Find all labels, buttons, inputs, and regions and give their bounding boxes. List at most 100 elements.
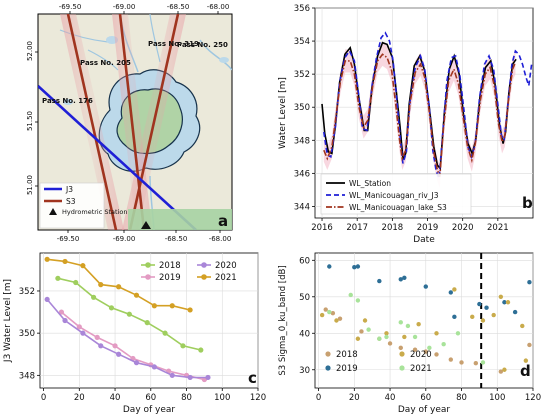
data-point-2020 [319, 312, 325, 318]
map-left-tick-label: 51.00 [26, 175, 34, 195]
panel-b-series [321, 31, 533, 189]
river [199, 39, 232, 71]
map-bottom-tick-label: -68.00 [209, 235, 232, 243]
data-point-2020 [62, 317, 68, 324]
panel-a-map: Pass No. 319 Pass No. 250 Pass No. 205 P… [26, 3, 233, 243]
s3-uncertainty-band [323, 42, 516, 189]
data-point-2019 [352, 265, 357, 270]
s3-track-250 [128, 14, 180, 230]
data-point-2021 [480, 360, 486, 365]
y-tick-label: 50 [299, 293, 310, 303]
data-point-2020 [480, 318, 486, 323]
legend-box [320, 173, 472, 215]
data-point-2018 [448, 357, 454, 362]
data-point-2021 [441, 342, 446, 347]
data-point-2018 [527, 342, 532, 348]
legend-label-station: Hydrometric Station [62, 208, 127, 216]
data-point-2019 [402, 275, 407, 281]
y-tick-label: 354 [294, 37, 310, 47]
data-point-2018 [330, 311, 336, 316]
data-point-2019 [377, 278, 382, 284]
data-point-2020 [151, 364, 157, 370]
data-point-2020 [498, 294, 504, 299]
panel-d-series [319, 264, 532, 374]
y-tick-label: 352 [294, 70, 310, 80]
data-point-2020 [355, 336, 361, 341]
x-tick-label: 40 [110, 393, 121, 403]
data-point-2018 [387, 341, 393, 346]
data-point-2018 [144, 320, 150, 326]
data-point-2020 [523, 358, 529, 363]
data-point-2018 [359, 329, 364, 334]
data-point-2019 [327, 264, 332, 269]
y-tick-label: 356 [294, 4, 310, 14]
green-area [128, 209, 232, 230]
legend-marker [399, 351, 405, 357]
panel-d-ylabel: S3 Sigma_0_ku_band [dB] [278, 265, 288, 375]
data-point-2021 [98, 282, 104, 288]
data-point-2021 [133, 292, 140, 298]
data-point-2020 [169, 372, 175, 378]
panel-c-series [44, 256, 211, 383]
y-tick-label: 30 [299, 366, 310, 376]
data-point-2019 [58, 309, 65, 315]
data-point-2019 [398, 277, 403, 282]
data-point-2018 [459, 360, 464, 365]
x-tick-label: 60 [420, 393, 431, 403]
pass-label-205: Pass No. 205 [80, 59, 131, 67]
series-line-WL_Manicouagan_lake_S3 [323, 53, 517, 177]
panel-letter-d: d [520, 362, 531, 380]
data-point-2020 [334, 318, 339, 323]
data-point-2021 [327, 309, 332, 315]
data-point-2021 [169, 303, 175, 309]
panel-b-timeseries: 2016 2017 2018 2019 2020 2021 344 346 348 350 352 3… [278, 4, 534, 245]
panel-c-ylabel: J3 Water Level [m] [3, 279, 13, 363]
y-tick-label: 350 [294, 103, 310, 113]
x-tick-label: 2016 [311, 223, 333, 233]
map-legend: J3 S3 Hydrometric Station [39, 182, 127, 229]
data-point-2021 [116, 284, 122, 290]
data-point-2018 [180, 343, 186, 349]
legend-label: 2021 [410, 364, 432, 374]
river [87, 49, 119, 71]
y-tick-label: 346 [294, 169, 310, 179]
map-top-tick-label: -68.00 [207, 3, 230, 11]
legend-label: 2019 [159, 273, 181, 283]
data-point-2020 [505, 300, 511, 305]
data-point-2021 [355, 298, 361, 303]
map-bottom-tick-label: -68.50 [165, 235, 188, 243]
data-point-2018 [108, 305, 115, 311]
map-left-tick-label: 51.50 [26, 111, 34, 131]
data-point-2020 [470, 314, 475, 320]
data-point-2019 [423, 284, 428, 289]
panel-d-frame [314, 252, 534, 389]
x-tick-label: 80 [456, 393, 467, 403]
data-point-2020 [362, 318, 368, 323]
legend-label-s3: S3 [66, 197, 76, 206]
pass-label-319: Pass No. 319 [148, 40, 199, 48]
data-point-2018 [398, 345, 403, 351]
legend-label: WL_Station [349, 179, 391, 188]
data-point-2021 [405, 323, 411, 329]
panel-c-j3-doy: 0 20 40 60 80 100 120 348 350 352 J3 Water Level … [3, 252, 266, 415]
legend-swatch-station [49, 208, 57, 215]
data-point-2018 [323, 307, 328, 312]
data-point-2020 [434, 331, 439, 336]
data-point-2018 [198, 347, 204, 353]
data-point-2018 [412, 347, 418, 352]
panel-d-xlabel: Day of year [398, 405, 451, 415]
x-tick-label: 100 [214, 393, 230, 403]
data-point-2021 [62, 258, 68, 265]
y-tick-label: 348 [294, 136, 310, 146]
x-tick-label: 20 [349, 393, 360, 403]
x-tick-label: 60 [145, 393, 156, 403]
panel-b-legend: WL_Station WL_Manicouagan_riv_J3 WL_Manico… [320, 173, 472, 215]
x-tick-label: 120 [250, 393, 266, 403]
y-tick-label: 350 [19, 329, 35, 339]
panel-d-axes: 0 20 40 60 80 100 120 30 40 50 60 [299, 256, 541, 403]
panel-d-s3-sigma: 0 20 40 60 80 100 120 30 40 50 60 S3 Sigma_0_ku_ba… [278, 252, 541, 415]
x-tick-label: 120 [525, 393, 541, 403]
panel-c-legend: 2018 2019 2020 2021 [141, 261, 237, 283]
data-point-2021 [151, 303, 157, 309]
data-point-2021 [377, 336, 382, 341]
